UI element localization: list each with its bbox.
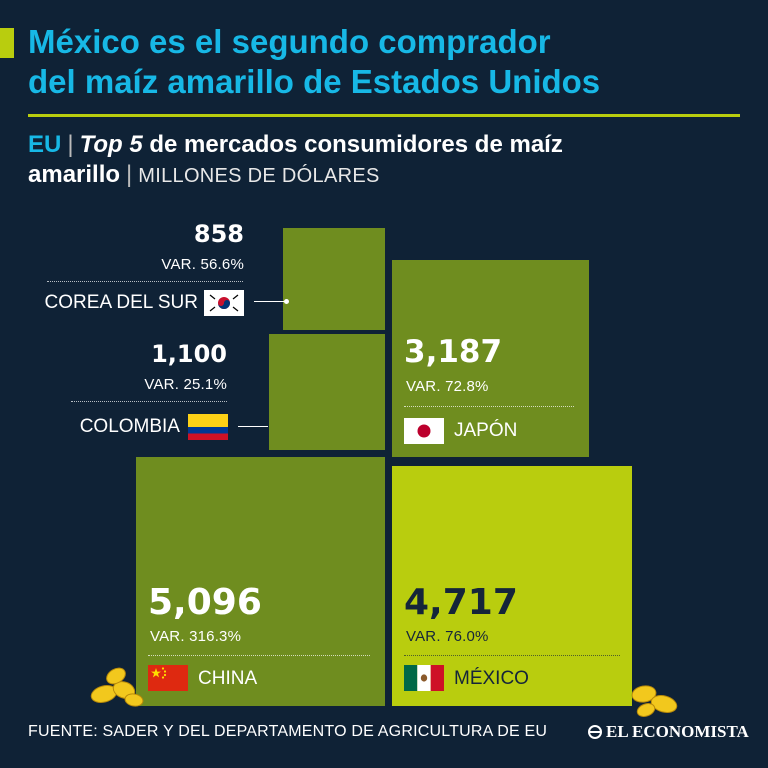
variation-china: VAR. 316.3% [150,628,242,645]
divider-japon [404,406,574,407]
value-corea-del-sur: 858 [193,220,244,248]
value-colombia: 1,100 [151,340,227,368]
divider-china [148,655,370,656]
label-corea-del-sur: COREA DEL SUR [44,292,198,313]
label-mexico: MÉXICO [454,668,529,689]
brand-logo: EL ECONOMISTA [606,722,749,741]
corn-kernels-icon-right [631,685,678,717]
variation-colombia: VAR. 25.1% [144,376,227,393]
variation-corea-del-sur: VAR. 56.6% [161,256,244,273]
value-japon: 3,187 [404,334,503,370]
brand-logo-icon [588,725,602,739]
page-title: México es el segundo comprador del maíz … [28,22,748,102]
square-china [136,457,385,706]
subtitle-eu: EU [28,131,62,158]
source-note: FUENTE: SADER Y DEL DEPARTAMENTO DE AGRI… [28,723,548,740]
subtitle-separator: | [67,131,74,158]
variation-mexico: VAR. 76.0% [406,628,489,645]
china-flag-icon [148,665,188,691]
value-china: 5,096 [148,582,262,623]
value-mexico: 4,717 [404,582,518,623]
title-divider [28,114,740,117]
label-china: CHINA [198,668,258,689]
square-corea-del-sur [283,228,385,330]
subtitle-rest-2: amarillo [28,161,121,188]
divider-colombia [71,401,227,402]
label-colombia: COLOMBIA [79,416,180,437]
japan-flag-icon [404,418,444,444]
colombia-flag-icon [188,414,228,440]
leader-line-corea-del-sur [254,301,286,302]
corn-kernels-icon [90,667,144,707]
accent-bar [0,28,14,58]
subtitle-units: MILLONES DE DÓLARES [138,165,380,187]
korea-flag-icon [204,290,244,316]
leader-dot-corea-del-sur [284,299,289,304]
variation-japon: VAR. 72.8% [406,378,489,395]
square-colombia [269,334,385,450]
subtitle-rest-1: de mercados consumidores de maíz [142,131,563,158]
subtitle-top: Top 5 [79,131,143,158]
chart-subtitle: EU | Top 5 de mercados consumidores de maí… [28,130,743,191]
subtitle-separator-2: | [126,161,133,188]
label-japon: JAPÓN [454,420,518,441]
leader-line-colombia [238,426,268,427]
divider-corea-del-sur [47,281,243,282]
mexico-flag-icon [404,665,444,691]
divider-mexico [404,655,620,656]
title-line-2: del maíz amarillo de Estados Unidos [28,63,601,100]
title-line-1: México es el segundo comprador [28,23,551,60]
